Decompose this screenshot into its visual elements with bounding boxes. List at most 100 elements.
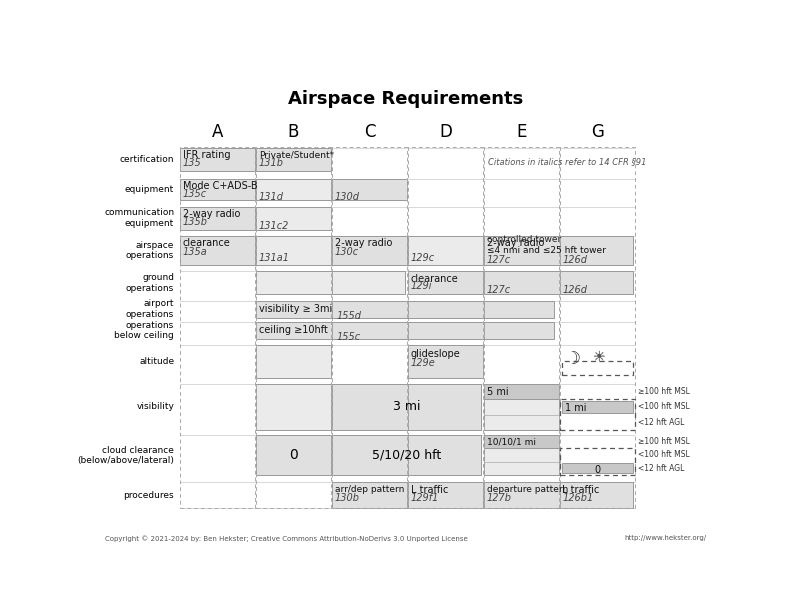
Text: 129c: 129c (410, 253, 435, 263)
Text: 2-way radio: 2-way radio (486, 238, 544, 248)
Bar (181, 236, 255, 265)
Text: 135a: 135a (183, 247, 208, 256)
Bar (560, 449, 634, 476)
Text: G: G (591, 124, 604, 141)
Bar (408, 482, 482, 509)
Text: 131c2: 131c2 (259, 220, 289, 231)
Bar (560, 399, 634, 430)
Bar (408, 147, 482, 509)
Text: equipment: equipment (125, 185, 174, 194)
Text: communication
equipment: communication equipment (104, 209, 174, 228)
Text: 127b: 127b (486, 493, 512, 503)
Bar (484, 399, 558, 430)
Text: <100 hft MSL: <100 hft MSL (638, 402, 689, 411)
Bar (484, 384, 558, 399)
Bar (484, 147, 558, 509)
Bar (562, 360, 633, 375)
Text: ≥100 hft MSL: ≥100 hft MSL (638, 438, 690, 446)
Text: visibility: visibility (136, 402, 174, 411)
Bar (181, 147, 255, 509)
Bar (333, 179, 406, 201)
Text: departure pattern: departure pattern (486, 485, 568, 494)
Text: 135b: 135b (183, 217, 208, 226)
Text: ground
operations: ground operations (126, 273, 174, 293)
Bar (484, 271, 633, 294)
Text: C: C (364, 124, 375, 141)
Text: 130b: 130b (334, 493, 360, 503)
Bar (484, 236, 633, 265)
Bar (408, 236, 482, 265)
Text: 135c: 135c (183, 189, 207, 199)
Text: 135: 135 (183, 158, 201, 168)
Bar (257, 435, 331, 476)
Bar (257, 384, 331, 430)
Bar (333, 435, 481, 476)
Text: E: E (516, 124, 527, 141)
Text: 126d: 126d (562, 285, 588, 295)
Bar (257, 179, 331, 201)
Text: <12 hft AGL: <12 hft AGL (638, 418, 684, 427)
Text: Airspace Requirements: Airspace Requirements (288, 91, 524, 108)
Text: 127c: 127c (486, 255, 511, 265)
Text: ☽: ☽ (565, 350, 581, 368)
Text: glideslope: glideslope (410, 349, 460, 359)
Text: clearance: clearance (183, 238, 230, 248)
Text: 130c: 130c (334, 247, 359, 256)
Text: altitude: altitude (139, 357, 174, 366)
Text: D: D (439, 124, 452, 141)
Text: Mode C+ADS-B: Mode C+ADS-B (183, 181, 257, 191)
Bar (408, 345, 482, 378)
Bar (257, 147, 331, 509)
Bar (333, 147, 406, 509)
Bar (484, 435, 558, 449)
Text: airspace
operations: airspace operations (126, 241, 174, 260)
Text: 2-way radio: 2-way radio (183, 209, 240, 219)
Text: airport
operations: airport operations (126, 299, 174, 319)
Text: 0: 0 (289, 449, 298, 462)
Bar (257, 271, 406, 294)
Text: 131b: 131b (259, 158, 284, 168)
Text: 0: 0 (594, 465, 600, 476)
Text: <12 hft AGL: <12 hft AGL (638, 463, 684, 472)
Text: procedures: procedures (124, 490, 174, 499)
Text: 129e: 129e (410, 357, 436, 368)
Text: 5/10/20 hft: 5/10/20 hft (372, 449, 441, 462)
Bar (257, 300, 554, 318)
Bar (484, 482, 633, 509)
Text: 131a1: 131a1 (259, 253, 290, 263)
Text: <100 hft MSL: <100 hft MSL (638, 450, 689, 460)
Text: ceiling ≥10hft: ceiling ≥10hft (259, 325, 328, 335)
Text: 10/10/1 mi: 10/10/1 mi (486, 438, 535, 447)
Bar (333, 482, 406, 509)
Text: arr/dep pattern: arr/dep pattern (334, 485, 404, 494)
Text: ☀: ☀ (592, 350, 605, 364)
Bar (181, 207, 255, 230)
Text: 130d: 130d (334, 192, 360, 202)
Bar (333, 236, 406, 265)
Text: IFR rating: IFR rating (183, 151, 230, 160)
Text: visibility ≥ 3mi: visibility ≥ 3mi (259, 304, 332, 314)
Bar (257, 148, 331, 171)
Text: ≥100 hft MSL: ≥100 hft MSL (638, 387, 690, 396)
Bar (562, 463, 633, 473)
Text: http://www.hekster.org/: http://www.hekster.org/ (624, 536, 706, 542)
Text: L traffic: L traffic (562, 485, 600, 494)
Text: certification: certification (120, 155, 174, 164)
Text: Private/Student*: Private/Student* (259, 151, 333, 160)
Text: 129f1: 129f1 (410, 493, 439, 503)
Bar (257, 207, 331, 230)
Text: ≤4 nmi and ≤25 hft tower: ≤4 nmi and ≤25 hft tower (486, 246, 605, 255)
Bar (257, 236, 331, 265)
Text: A: A (212, 124, 223, 141)
Text: Copyright © 2021-2024 by: Ben Hekster; Creative Commons Attribution-NoDerivs 3.0: Copyright © 2021-2024 by: Ben Hekster; C… (105, 536, 468, 542)
Text: 3 mi: 3 mi (393, 400, 421, 413)
Bar (333, 384, 481, 430)
Bar (560, 147, 634, 509)
Text: 126d: 126d (562, 255, 588, 265)
Text: clearance: clearance (410, 274, 459, 283)
Text: 155c: 155c (336, 332, 360, 342)
Bar (257, 345, 331, 378)
Text: controlled tower: controlled tower (486, 235, 561, 244)
Text: 126b1: 126b1 (562, 493, 594, 503)
Text: 131d: 131d (259, 192, 284, 202)
